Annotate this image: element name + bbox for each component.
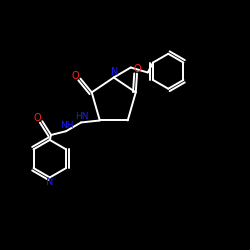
Text: O: O: [134, 64, 141, 74]
Text: O: O: [72, 70, 79, 81]
Text: N: N: [111, 67, 119, 77]
Text: HN: HN: [76, 112, 89, 122]
Text: N: N: [46, 178, 54, 188]
Text: O: O: [34, 113, 42, 123]
Text: NH: NH: [60, 121, 73, 130]
